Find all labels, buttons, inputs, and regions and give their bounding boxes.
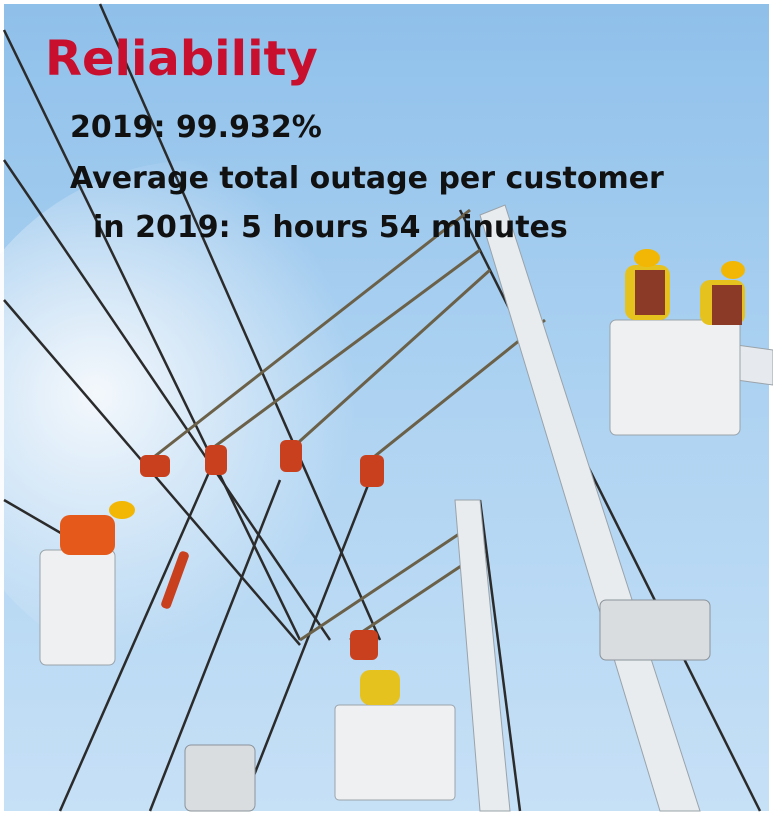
stat-line: Average total outage per customer bbox=[70, 161, 664, 196]
bucket bbox=[40, 550, 115, 665]
crossarm bbox=[185, 745, 255, 811]
bucket bbox=[335, 705, 455, 800]
stat-line: in 2019: 5 hours 54 minutes bbox=[93, 210, 568, 245]
photo: Reliability 2019: 99.932% Average total … bbox=[0, 0, 773, 815]
page: {"title": "Reliability", "lines": ["2019… bbox=[0, 0, 773, 815]
title: Reliability bbox=[45, 31, 318, 87]
stat-line: 2019: 99.932% bbox=[70, 110, 322, 145]
crossarm bbox=[600, 600, 710, 660]
bucket bbox=[610, 320, 740, 435]
